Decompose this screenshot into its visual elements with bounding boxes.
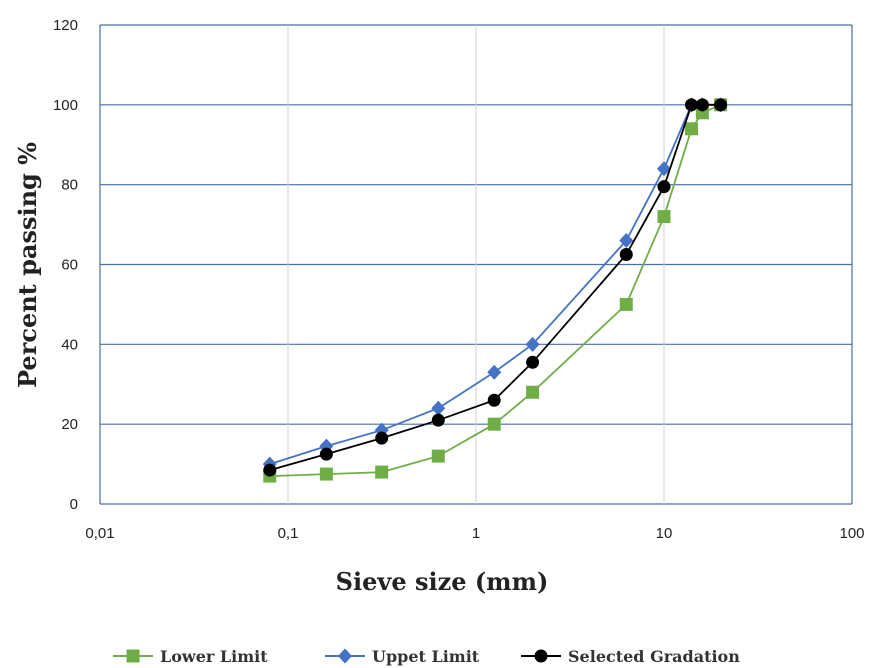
- upper-limit-marker: [657, 161, 671, 177]
- grid-lines: [99, 24, 853, 505]
- lower-limit-marker: [319, 467, 333, 481]
- lower-limit-marker: [526, 385, 540, 399]
- upper-limit-marker: [619, 233, 634, 249]
- lower-limit-marker: [657, 210, 671, 224]
- legend: Lower Limit Uppet Limit Selected Gradation: [113, 647, 740, 666]
- x-tick-label: 1: [472, 525, 480, 542]
- selected-gradation-marker: [319, 447, 333, 461]
- legend-label: Lower Limit: [160, 647, 268, 666]
- lower-limit-marker: [619, 297, 633, 311]
- lower-limit-marker: [487, 417, 501, 431]
- series-uppet-limit: [262, 97, 728, 472]
- selected-gradation-marker: [263, 463, 277, 477]
- series-line: [269, 103, 721, 465]
- y-axis-title: Percent passing %: [13, 142, 42, 388]
- legend-item: Uppet Limit: [325, 647, 480, 666]
- x-tick-label: 100: [839, 525, 864, 542]
- lower-limit-marker: [375, 465, 389, 479]
- x-tick-label: 0,1: [278, 525, 299, 542]
- y-tick-label: 120: [53, 17, 78, 34]
- x-tick-label: 0,01: [85, 525, 114, 542]
- selected-gradation-marker: [714, 98, 728, 112]
- lower-limit-marker: [126, 649, 140, 663]
- legend-label: Selected Gradation: [568, 647, 740, 666]
- lower-limit-marker: [431, 449, 445, 463]
- selected-gradation-marker: [695, 98, 709, 112]
- y-tick-label: 80: [61, 177, 78, 194]
- upper-limit-marker: [431, 400, 446, 416]
- series-lower-limit: [263, 98, 728, 483]
- selected-gradation-marker: [534, 649, 548, 663]
- selected-gradation-marker: [619, 248, 633, 262]
- x-axis-title: Sieve size (mm): [336, 567, 549, 596]
- series-selected-gradation: [263, 98, 728, 477]
- upper-limit-marker: [487, 364, 502, 380]
- selected-gradation-marker: [375, 431, 389, 445]
- x-tick-labels: 0,01 0,1 1 10 100: [85, 525, 864, 542]
- selected-gradation-marker: [431, 413, 445, 427]
- lower-limit-marker: [684, 122, 698, 136]
- y-tick-label: 20: [61, 416, 78, 433]
- selected-gradation-marker: [487, 393, 501, 407]
- selected-gradation-marker: [657, 180, 671, 194]
- x-tick-label: 10: [656, 525, 673, 542]
- series-line: [269, 103, 721, 471]
- y-tick-label: 0: [70, 496, 78, 513]
- upper-limit-marker: [338, 648, 352, 664]
- legend-item: Selected Gradation: [521, 647, 740, 666]
- legend-label: Uppet Limit: [372, 647, 480, 666]
- selected-gradation-marker: [526, 355, 540, 369]
- legend-item: Lower Limit: [113, 647, 268, 666]
- y-tick-label: 100: [53, 97, 78, 114]
- y-tick-labels: 0 20 40 60 80 100 120: [53, 17, 78, 513]
- series-group: [262, 97, 728, 483]
- y-tick-label: 40: [61, 336, 78, 353]
- selected-gradation-marker: [684, 98, 698, 112]
- upper-limit-marker: [525, 336, 540, 352]
- y-tick-label: 60: [61, 257, 78, 274]
